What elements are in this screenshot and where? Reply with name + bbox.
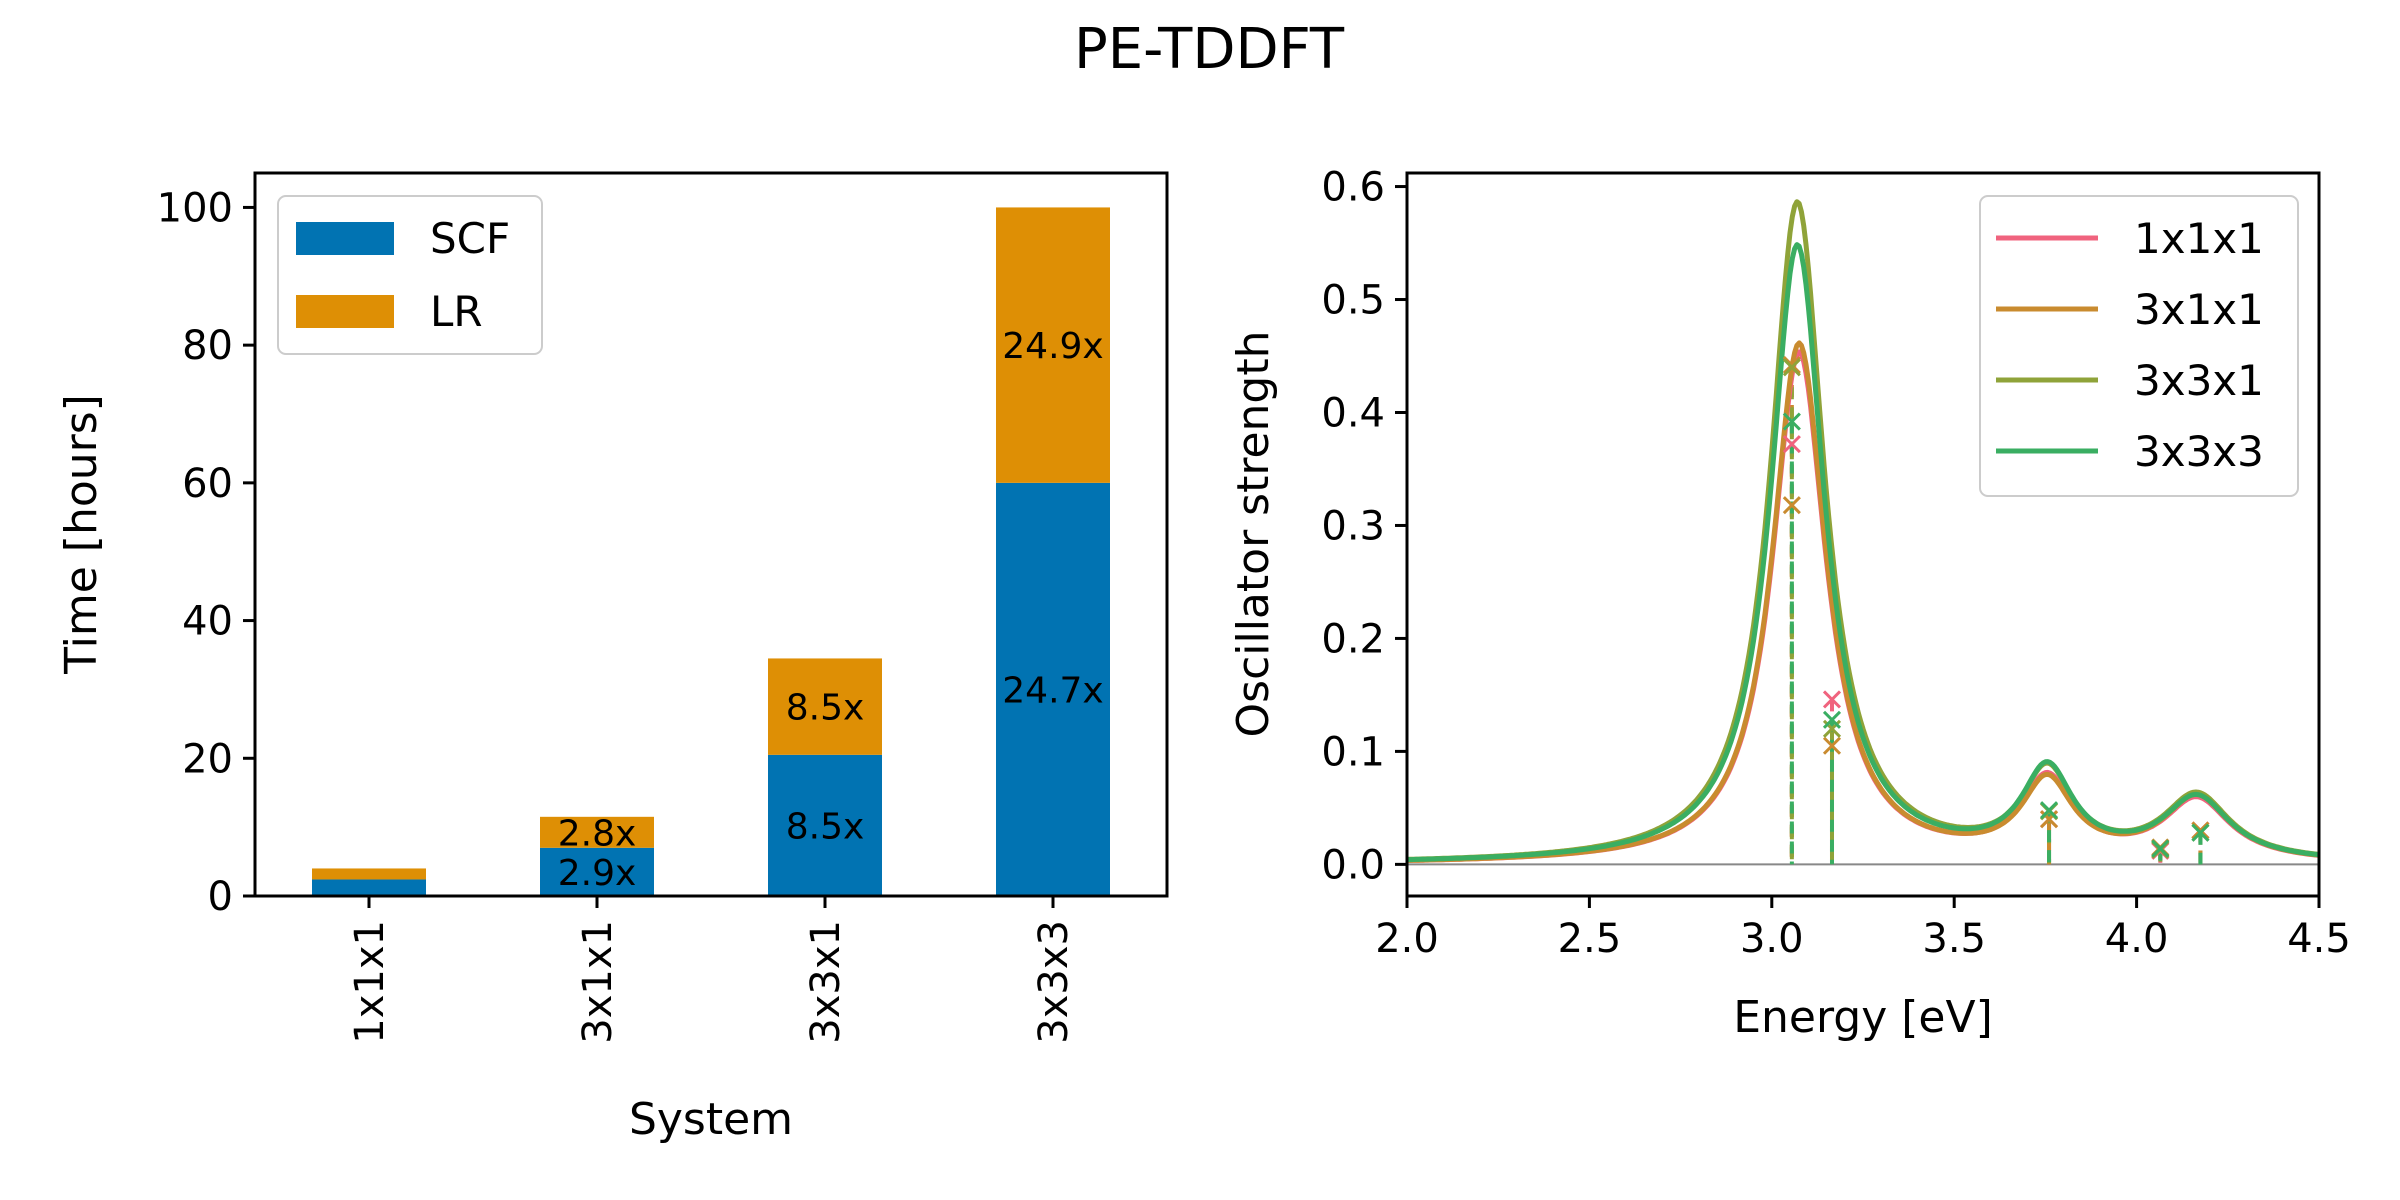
bar-x-axis-label: System bbox=[629, 1094, 793, 1145]
figure-title: PE-TDDFT bbox=[1074, 17, 1345, 82]
bar-legend-label-lr: LR bbox=[430, 287, 483, 336]
spectrum-curve-3x3x3 bbox=[1407, 242, 2319, 863]
bar-scf-3x1x1 bbox=[540, 847, 654, 896]
spectrum-y-tick-label: 0.0 bbox=[1321, 842, 1385, 888]
bar-y-tick-label: 100 bbox=[157, 185, 233, 231]
bar-annotations: 2.9x2.8x 8.5x 8.5x 24.7x 24.9x bbox=[558, 326, 1104, 894]
bar-y-tick-label: 0 bbox=[208, 874, 233, 920]
bar-y-tick-label: 80 bbox=[182, 323, 233, 369]
spectrum-x-axis-label: Energy [eV] bbox=[1733, 992, 1993, 1043]
stick-marker-3x1x1 bbox=[1822, 736, 1842, 755]
spectrum-plot-frame bbox=[1405, 171, 2321, 898]
stick-marker-3x3x3 bbox=[2039, 801, 2059, 820]
spectrum-x-tick-label: 3.5 bbox=[1922, 916, 1986, 962]
spectrum-y-tick-label: 0.2 bbox=[1321, 616, 1385, 662]
bar-y-tick-label: 60 bbox=[182, 461, 233, 507]
stick-marker-3x3x3 bbox=[2151, 839, 2170, 858]
bar-lr-3x3x3 bbox=[996, 207, 1110, 483]
spectrum-legend-label-3x3x3: 3x3x3 bbox=[2134, 427, 2264, 476]
bar-x-ticks: 1x1x1 3x1x1 3x3x1 3x3x3 bbox=[347, 896, 1077, 1044]
bar-x-tick-label: 3x1x1 bbox=[575, 920, 621, 1044]
bar-y-ticks: 0 20 40 60 80 100 bbox=[157, 185, 255, 920]
bar-lr-3x3x1 bbox=[768, 658, 882, 755]
bar-lr-1x1x1 bbox=[312, 868, 426, 880]
stick-marker-3x1x1 bbox=[2191, 821, 2210, 840]
spectrum-curves bbox=[1407, 199, 2319, 863]
bar-legend-label-scf: SCF bbox=[430, 214, 510, 263]
spectrum-x-ticks: 2.0 2.5 3.0 3.5 4.0 4.5 bbox=[1375, 896, 2351, 962]
spectrum-sticks bbox=[1789, 365, 2203, 865]
stick-marker-3x3x3 bbox=[1822, 710, 1842, 729]
bar-y-axis-label: Time [hours] bbox=[56, 394, 107, 675]
bar-annotation-lr-3x1x1: 2.8x bbox=[558, 813, 637, 854]
spectrum-x-tick-label: 3.0 bbox=[1740, 916, 1804, 962]
bar-scf-3x3x3 bbox=[996, 482, 1110, 896]
bar-marks bbox=[312, 207, 1110, 896]
bar-y-tick-label: 20 bbox=[182, 736, 233, 782]
stick-marker-3x1x1 bbox=[1782, 496, 1801, 515]
bar-plot-frame bbox=[253, 171, 1169, 898]
bar-annotation-scf-3x3x3: 24.7x bbox=[1002, 670, 1103, 711]
bar-x-tick-label: 3x3x3 bbox=[1031, 920, 1077, 1044]
bar-annotation-scf-3x1x1: 2.9x bbox=[558, 853, 637, 894]
spectrum-y-tick-label: 0.1 bbox=[1321, 729, 1385, 775]
stick-marker-3x3x3 bbox=[1782, 412, 1801, 431]
spectrum-x-tick-label: 4.0 bbox=[2105, 916, 2169, 962]
spectrum-y-axis-label: Oscillator strength bbox=[1228, 331, 1279, 738]
bar-scf-3x3x1 bbox=[768, 754, 882, 896]
stick-marker-3x3x1 bbox=[1782, 358, 1801, 377]
spectrum-y-tick-label: 0.5 bbox=[1321, 278, 1385, 324]
spectrum-x-tick-label: 2.0 bbox=[1375, 916, 1439, 962]
spectrum-legend-label-3x3x1: 3x3x1 bbox=[2134, 356, 2264, 405]
spectrum-legend-label-3x1x1: 3x1x1 bbox=[2134, 285, 2264, 334]
spectrum-y-tick-label: 0.4 bbox=[1321, 390, 1385, 436]
spectrum-y-ticks: 0.0 0.1 0.2 0.3 0.4 0.5 0.6 bbox=[1321, 165, 1407, 888]
spectrum-chart: 0.0 0.1 0.2 0.3 0.4 0.5 0.6 2.0 2.5 3.0 3.5 4.0 4.5… bbox=[1228, 165, 2351, 1043]
bar-lr-3x1x1 bbox=[540, 816, 654, 848]
spectrum-legend: 1x1x1 3x1x1 3x3x1 3x3x3 bbox=[1979, 195, 2299, 497]
bar-annotation-lr-3x3x1: 8.5x bbox=[786, 688, 865, 729]
stick-marker-3x3x3 bbox=[2191, 823, 2210, 842]
spectrum-y-tick-label: 0.3 bbox=[1321, 503, 1385, 549]
stick-marker-1x1x1 bbox=[1782, 435, 1801, 454]
bar-annotation-lr-3x3x3: 24.9x bbox=[1002, 326, 1103, 367]
stick-marker-3x1x1 bbox=[1782, 355, 1801, 375]
bar-x-tick-label: 3x3x1 bbox=[803, 920, 849, 1044]
spectrum-x-tick-label: 2.5 bbox=[1558, 916, 1622, 962]
bar-x-tick-label: 1x1x1 bbox=[347, 920, 393, 1044]
stick-marker-1x1x1 bbox=[1822, 690, 1842, 709]
bar-annotation-scf-3x3x1: 8.5x bbox=[786, 806, 865, 847]
spectrum-legend-label-1x1x1: 1x1x1 bbox=[2134, 214, 2264, 263]
bar-legend: SCF LR bbox=[277, 195, 543, 355]
bar-legend-swatch-lr bbox=[296, 295, 394, 328]
bar-scf-1x1x1 bbox=[312, 879, 426, 896]
spectrum-legend-box bbox=[1979, 195, 2299, 497]
bar-y-tick-label: 40 bbox=[182, 599, 233, 645]
bar-legend-swatch-scf bbox=[296, 222, 394, 255]
spectrum-markers bbox=[1782, 355, 2210, 860]
spectrum-x-tick-label: 4.5 bbox=[2287, 916, 2351, 962]
spectrum-y-tick-label: 0.6 bbox=[1321, 165, 1385, 211]
